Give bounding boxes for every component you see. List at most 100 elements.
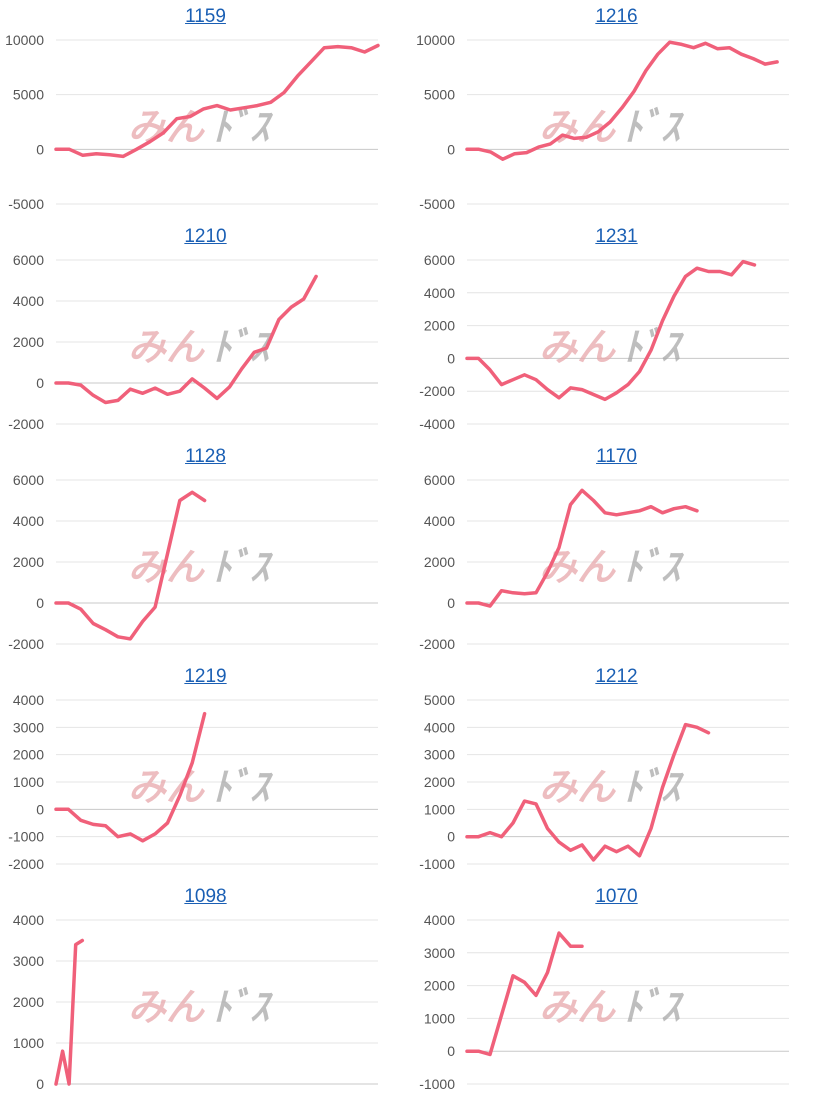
y-tick-label: 2000 — [13, 554, 44, 570]
chart-svg-1128: -2000 0 2000 4000 6000 みん ﾄﾞｽ — [8, 472, 378, 652]
chart-svg-1210: -2000 0 2000 4000 6000 みん ﾄﾞｽ — [8, 252, 378, 432]
chart-svg-1219: -2000 -1000 0 1000 2000 3000 4000 みん ﾄﾞｽ — [8, 692, 378, 872]
y-tick-label: 4000 — [424, 912, 455, 928]
y-tick-label: 4000 — [424, 285, 455, 301]
y-tick-label: 2000 — [424, 978, 455, 994]
y-tick-label: 5000 — [13, 87, 44, 103]
y-tick-label: 6000 — [13, 252, 44, 268]
chart-panel-1159: -5000 0 5000 10000 みん ﾄﾞｽ 1159 — [0, 0, 411, 220]
y-tick-label: 1000 — [424, 801, 455, 817]
y-tick-label: -1000 — [8, 829, 44, 845]
series-line-1212 — [465, 722, 711, 862]
y-tick-label: 3000 — [13, 953, 44, 969]
y-tick-label: -1000 — [419, 1076, 455, 1092]
watermark-logo: みん ﾄﾞｽ — [539, 985, 685, 1029]
series-line-1159 — [54, 43, 380, 159]
y-tick-label: 4000 — [13, 912, 44, 928]
series-line-1231 — [465, 259, 757, 402]
y-tick-label: 3000 — [424, 945, 455, 961]
chart-panel-1098: 0 1000 2000 3000 4000 みん ﾄﾞｽ 1098 — [0, 880, 411, 1100]
chart-panel-1216: -5000 0 5000 10000 みん ﾄﾞｽ 1216 — [411, 0, 822, 220]
chart-svg-1212: -1000 0 1000 2000 3000 4000 5000 みん ﾄﾞｽ — [419, 692, 789, 872]
y-tick-label: 0 — [447, 141, 455, 157]
y-tick-label: 3000 — [424, 747, 455, 763]
series-line-1128 — [54, 490, 207, 641]
y-tick-label: 4000 — [13, 513, 44, 529]
watermark-logo: みん ﾄﾞｽ — [128, 105, 274, 149]
y-tick-label: 5000 — [424, 87, 455, 103]
chart-title-link[interactable]: 1210 — [184, 226, 227, 247]
chart-panel-1210: -2000 0 2000 4000 6000 みん ﾄﾞｽ 1210 — [0, 220, 411, 440]
y-tick-label: 3000 — [13, 719, 44, 735]
y-tick-label: 0 — [36, 595, 44, 611]
chart-panel-1212: -1000 0 1000 2000 3000 4000 5000 みん ﾄﾞｽ 1212 — [411, 660, 822, 880]
y-tick-label: -4000 — [419, 416, 455, 432]
y-tick-label: 2000 — [13, 334, 44, 350]
y-tick-label: -2000 — [8, 636, 44, 652]
y-tick-label: -5000 — [419, 196, 455, 212]
watermark-logo: みん ﾄﾞｽ — [128, 765, 274, 809]
chart-panel-1231: -4000 -2000 0 2000 4000 6000 みん ﾄﾞｽ 1231 — [411, 220, 822, 440]
y-tick-label: 6000 — [13, 472, 44, 488]
y-tick-label: 2000 — [424, 318, 455, 334]
chart-title-link[interactable]: 1212 — [595, 666, 638, 687]
y-tick-label: 0 — [36, 1076, 44, 1092]
chart-title-link[interactable]: 1098 — [184, 886, 227, 907]
chart-title-link[interactable]: 1128 — [185, 446, 226, 467]
chart-title-link[interactable]: 1219 — [184, 666, 227, 687]
y-tick-label: 6000 — [424, 472, 455, 488]
watermark-logo: みん ﾄﾞｽ — [128, 325, 274, 369]
chart-title-link[interactable]: 1159 — [185, 6, 226, 27]
y-tick-label: 2000 — [13, 747, 44, 763]
y-tick-label: 0 — [447, 595, 455, 611]
y-tick-label: 1000 — [424, 1010, 455, 1026]
y-tick-label: 4000 — [13, 692, 44, 708]
chart-svg-1098: 0 1000 2000 3000 4000 みん ﾄﾞｽ — [13, 912, 378, 1092]
y-tick-label: 0 — [447, 350, 455, 366]
y-tick-label: -2000 — [8, 856, 44, 872]
series-line-1210 — [54, 274, 318, 405]
y-tick-label: 1000 — [13, 774, 44, 790]
series-line-1170 — [465, 488, 699, 608]
series-line-1070 — [465, 931, 584, 1057]
y-tick-label: 2000 — [424, 554, 455, 570]
chart-panel-1128: -2000 0 2000 4000 6000 みん ﾄﾞｽ 1128 — [0, 440, 411, 660]
y-tick-label: 5000 — [424, 692, 455, 708]
y-tick-label: 10000 — [5, 32, 44, 48]
y-tick-label: 2000 — [13, 994, 44, 1010]
chart-svg-1216: -5000 0 5000 10000 みん ﾄﾞｽ — [416, 32, 789, 212]
chart-svg-1231: -4000 -2000 0 2000 4000 6000 みん ﾄﾞｽ — [419, 252, 789, 432]
chart-svg-1170: -2000 0 2000 4000 6000 みん ﾄﾞｽ — [419, 472, 789, 652]
y-tick-label: 0 — [36, 801, 44, 817]
y-tick-label: 4000 — [424, 513, 455, 529]
chart-title-link[interactable]: 1170 — [596, 446, 637, 467]
series-line-1219 — [54, 711, 207, 843]
y-tick-label: 0 — [447, 1043, 455, 1059]
y-tick-label: 0 — [36, 375, 44, 391]
y-tick-label: 10000 — [416, 32, 455, 48]
series-line-1216 — [465, 40, 779, 161]
y-tick-label: -1000 — [419, 856, 455, 872]
y-tick-label: 6000 — [424, 252, 455, 268]
y-tick-label: 4000 — [424, 719, 455, 735]
chart-panel-1070: -1000 0 1000 2000 3000 4000 みん ﾄﾞｽ 1070 — [411, 880, 822, 1100]
watermark-logo: みん ﾄﾞｽ — [539, 325, 685, 369]
series-line-1098 — [54, 938, 85, 1086]
y-tick-label: 0 — [447, 829, 455, 845]
y-tick-label: -2000 — [419, 383, 455, 399]
y-tick-label: 2000 — [424, 774, 455, 790]
watermark-logo: みん ﾄﾞｽ — [128, 545, 274, 589]
chart-svg-1159: -5000 0 5000 10000 みん ﾄﾞｽ — [5, 32, 380, 212]
y-tick-label: -5000 — [8, 196, 44, 212]
watermark-logo: みん ﾄﾞｽ — [539, 105, 685, 149]
chart-title-link[interactable]: 1216 — [595, 6, 638, 27]
chart-title-link[interactable]: 1070 — [595, 886, 638, 907]
y-tick-label: 4000 — [13, 293, 44, 309]
chart-panel-1170: -2000 0 2000 4000 6000 みん ﾄﾞｽ 1170 — [411, 440, 822, 660]
watermark-logo: みん ﾄﾞｽ — [539, 545, 685, 589]
y-tick-label: 0 — [36, 141, 44, 157]
watermark-logo: みん ﾄﾞｽ — [128, 985, 274, 1029]
chart-svg-1070: -1000 0 1000 2000 3000 4000 みん ﾄﾞｽ — [419, 912, 789, 1092]
chart-title-link[interactable]: 1231 — [595, 226, 638, 247]
watermark-logo: みん ﾄﾞｽ — [539, 765, 685, 809]
